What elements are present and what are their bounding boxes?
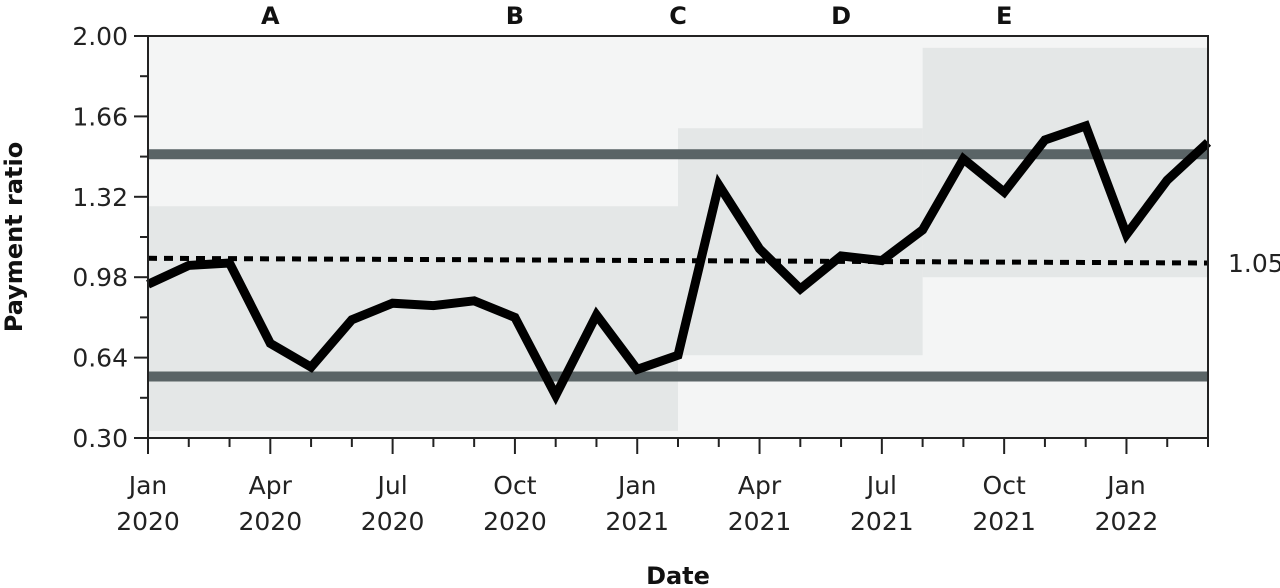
data-point-24 [1085, 125, 1087, 127]
data-point-4 [269, 342, 271, 344]
data-point-14 [677, 354, 679, 356]
centerline-group: 1.05 [147, 249, 1280, 278]
data-point-8 [432, 305, 434, 307]
data-point-22 [1003, 191, 1005, 193]
x-tick-label-month: Apr [738, 471, 782, 500]
data-point-11 [555, 394, 557, 396]
x-tick-label-month: Apr [249, 471, 293, 500]
data-point-21 [962, 158, 964, 160]
data-point-16 [759, 248, 761, 250]
data-point-15 [718, 184, 720, 186]
x-tick-label-year: 2021 [972, 507, 1036, 536]
y-tick-label: 0.30 [72, 424, 128, 453]
x-tick-label-year: 2020 [483, 507, 547, 536]
phase-label-a: A [261, 2, 280, 30]
y-tick-label: 2.00 [72, 22, 128, 51]
data-point-2 [188, 264, 190, 266]
control-band-2 [678, 128, 923, 356]
x-tick-label-year: 2021 [605, 507, 669, 536]
phase-label-e: E [996, 2, 1012, 30]
data-point-23 [1044, 139, 1046, 141]
y-axis-title: Payment ratio [0, 142, 28, 332]
data-point-9 [473, 300, 475, 302]
data-point-12 [595, 314, 597, 316]
y-tick-label: 1.32 [72, 183, 128, 212]
axes-group: 0.30 0.64 0.98 1.32 1.66 2.00 Jan 2020 Apr 2020 Ju… [72, 22, 1209, 536]
x-tick-label-month: Jan [127, 471, 168, 500]
x-tick-label-month: Oct [983, 471, 1026, 500]
x-tick-label-year: 2021 [850, 507, 914, 536]
data-point-17 [799, 288, 801, 290]
data-point-18 [840, 255, 842, 257]
phase-label-d: D [831, 2, 851, 30]
data-point-13 [636, 368, 638, 370]
data-point-25 [1125, 234, 1127, 236]
x-tick-label-month: Oct [493, 471, 536, 500]
control-limit-group [148, 149, 1208, 382]
x-tick-label-month: Jul [376, 471, 408, 500]
y-tick-label: 1.66 [72, 102, 128, 131]
data-point-3 [229, 262, 231, 264]
x-tick-label-year: 2020 [361, 507, 425, 536]
data-point-19 [881, 260, 883, 262]
x-tick-label-month: Jan [616, 471, 657, 500]
phase-label-c: C [669, 2, 687, 30]
x-tick-label-year: 2022 [1095, 507, 1159, 536]
data-point-10 [514, 316, 516, 318]
x-axis-title: Date [646, 562, 710, 588]
data-point-20 [922, 229, 924, 231]
centerline-label: 1.05 [1228, 249, 1280, 278]
data-point-7 [392, 302, 394, 304]
x-tick-label-year: 2020 [238, 507, 302, 536]
phase-label-b: B [506, 2, 524, 30]
x-tick-label-month: Jul [865, 471, 897, 500]
x-tick-label-year: 2021 [728, 507, 792, 536]
centerline [147, 255, 1209, 266]
data-point-6 [351, 319, 353, 321]
phase-label-group: A B C D E [261, 2, 1012, 30]
x-tick-label-year: 2020 [116, 507, 180, 536]
y-tick-label: 0.64 [72, 344, 128, 373]
data-point-5 [310, 366, 312, 368]
series-group [146, 120, 1212, 406]
x-tick-label-month: Jan [1105, 471, 1146, 500]
data-point-26 [1166, 179, 1168, 181]
y-tick-label: 0.98 [72, 263, 128, 292]
